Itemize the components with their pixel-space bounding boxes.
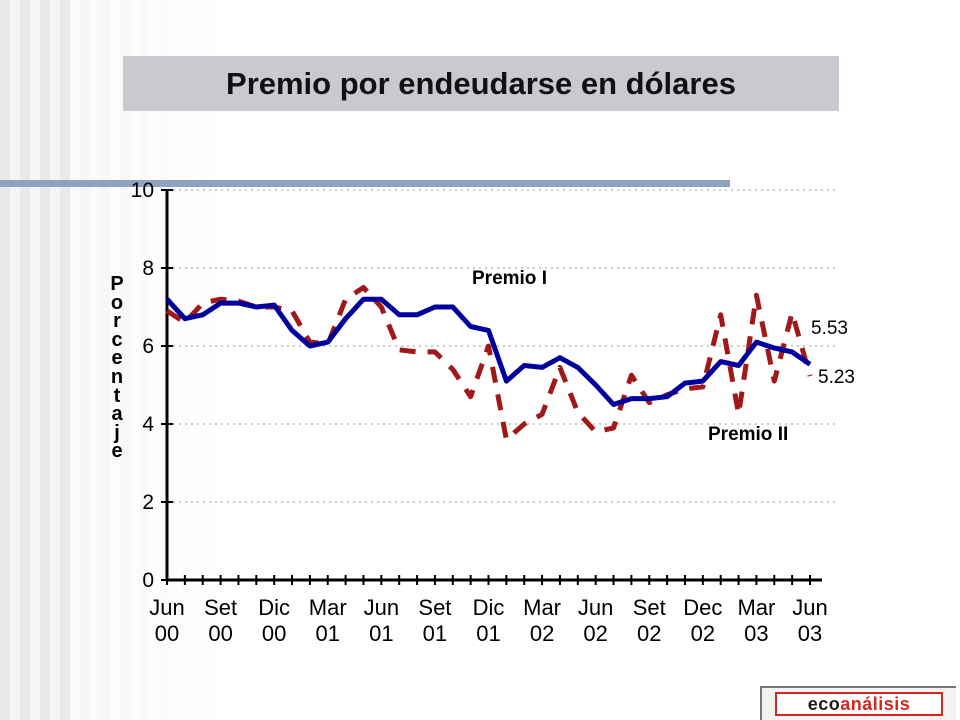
decorative-rule	[0, 180, 730, 187]
x-tick-label: 02	[530, 621, 554, 646]
x-tick-label: 01	[423, 621, 447, 646]
x-tick-label: Set	[204, 595, 237, 620]
series-line-premio-i	[165, 296, 812, 407]
x-tick-label: Jun	[149, 595, 184, 620]
x-tick-label: 01	[369, 621, 393, 646]
x-tick-label: Jun	[578, 595, 613, 620]
x-tick-label: 01	[316, 621, 340, 646]
y-tick-label: 2	[142, 491, 154, 514]
annotation-premio-i: Premio I	[472, 268, 547, 289]
x-tick-label: 02	[691, 621, 715, 646]
x-tick-label: Dic	[258, 595, 290, 620]
x-tick-label: Dec	[683, 595, 722, 620]
x-tick-label: 02	[637, 621, 661, 646]
x-tick-label: 03	[798, 621, 822, 646]
x-tick-label: 03	[744, 621, 768, 646]
x-tick-label: 02	[583, 621, 607, 646]
slide-panel	[70, 0, 960, 720]
y-tick-label: 6	[142, 335, 154, 358]
y-axis-label: P o r c e n t a j e	[110, 273, 124, 463]
x-tick-label: Set	[418, 595, 451, 620]
logo-frame: eco análisis	[775, 692, 943, 716]
x-tick-label: Mar	[737, 595, 775, 620]
x-tick-label: Jun	[364, 595, 399, 620]
chart-title: Premio por endeudarse en dólares	[226, 65, 736, 101]
x-tick-label: Mar	[523, 595, 561, 620]
y-tick-label: 10	[131, 179, 154, 202]
x-tick-label: Jun	[792, 595, 827, 620]
data-label-premio-ii-last: 5.23	[818, 367, 855, 388]
y-tick-label: 8	[142, 257, 154, 280]
logo-text-eco: eco	[807, 693, 841, 714]
y-tick-label: 0	[142, 569, 154, 592]
x-tick-label: Mar	[309, 595, 347, 620]
data-label-premio-i-last: 5.53	[811, 318, 848, 339]
x-tick-label: Set	[633, 595, 666, 620]
ecoanalisis-logo: eco análisis	[760, 686, 956, 720]
x-tick-label: 00	[208, 621, 232, 646]
x-tick-label: Dic	[473, 595, 505, 620]
title-box: Premio por endeudarse en dólares	[123, 56, 839, 111]
annotation-premio-ii: Premio II	[708, 424, 788, 445]
series-line-premio-ii	[165, 285, 813, 443]
x-tick-label: 00	[155, 621, 179, 646]
y-tick-label: 4	[142, 413, 154, 436]
logo-text-analisis: análisis	[840, 693, 911, 714]
x-tick-label: 01	[476, 621, 500, 646]
x-tick-label: 00	[262, 621, 286, 646]
